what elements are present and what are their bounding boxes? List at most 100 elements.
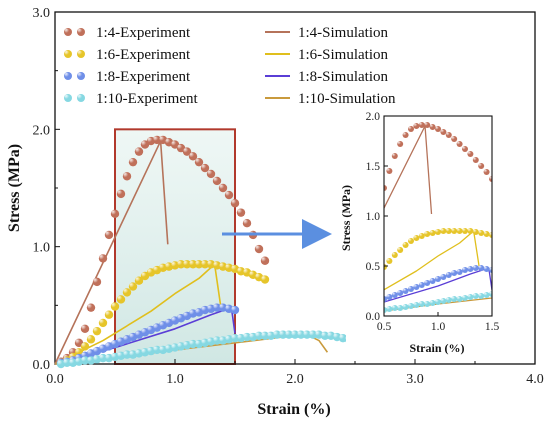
data-point-highlight: [141, 328, 147, 334]
x-tick-label: 0.0: [46, 372, 64, 387]
data-point-highlight: [511, 215, 514, 218]
data-point-highlight: [403, 132, 407, 136]
data-point-highlight: [408, 303, 412, 307]
data-point-highlight: [183, 341, 189, 347]
data-point: [505, 290, 511, 296]
data-point-highlight: [81, 356, 87, 362]
data-point-highlight: [189, 309, 195, 315]
data-point-highlight: [57, 360, 63, 366]
data-point-highlight: [147, 326, 153, 332]
data-point-highlight: [165, 319, 171, 324]
data-point-highlight: [392, 292, 396, 296]
data-point-highlight: [511, 289, 514, 292]
data-point-highlight: [105, 231, 111, 236]
data-point-highlight: [171, 141, 177, 146]
legend-marker-highlight: [77, 28, 83, 33]
data-point-highlight: [237, 334, 243, 340]
data-point-highlight: [338, 311, 341, 314]
data-point-highlight: [165, 263, 171, 268]
data-point-highlight: [462, 295, 466, 299]
data-point-highlight: [69, 348, 75, 354]
data-point-highlight: [392, 153, 396, 157]
data-point-highlight: [403, 304, 407, 308]
data-point-highlight: [225, 335, 231, 341]
data-point-highlight: [105, 342, 111, 348]
data-point-highlight: [303, 331, 309, 336]
data-point-highlight: [237, 267, 243, 273]
data-point-highlight: [484, 266, 488, 270]
data-point-highlight: [195, 260, 201, 266]
data-point-highlight: [397, 247, 401, 251]
data-point-highlight: [165, 138, 171, 144]
data-point-highlight: [484, 292, 488, 296]
data-point-highlight: [506, 237, 509, 240]
x-tick-label: 3.0: [406, 372, 424, 387]
data-point-highlight: [93, 278, 99, 283]
data-point-highlight: [285, 331, 291, 336]
data-point-highlight: [327, 332, 333, 337]
data-point-highlight: [424, 280, 428, 284]
data-point-highlight: [123, 351, 129, 356]
data-point-highlight: [478, 230, 482, 234]
x-tick-label: 2.0: [286, 372, 304, 387]
data-point-highlight: [261, 257, 267, 262]
data-point: [332, 312, 338, 318]
data-point-highlight: [123, 288, 129, 294]
data-point-highlight: [159, 264, 165, 269]
data-point-highlight: [321, 332, 327, 337]
data-point-highlight: [189, 152, 195, 158]
data-point-highlight: [527, 288, 530, 291]
legend-marker-highlight: [64, 28, 70, 33]
data-point-highlight: [201, 339, 207, 344]
data-point-highlight: [489, 267, 492, 271]
data-point-highlight: [81, 325, 87, 330]
data-point-highlight: [123, 335, 129, 341]
data-point-highlight: [225, 264, 231, 269]
data-point-highlight: [111, 210, 117, 215]
data-point: [338, 312, 344, 318]
data-point-highlight: [430, 124, 434, 128]
data-point-highlight: [413, 123, 418, 127]
data-point-highlight: [261, 332, 267, 337]
data-point-highlight: [489, 176, 492, 180]
data-point-highlight: [446, 132, 450, 136]
data-point-highlight: [462, 228, 466, 232]
data-point-highlight: [467, 266, 472, 270]
data-point-highlight: [386, 306, 391, 310]
data-point-highlight: [159, 321, 165, 327]
data-point-highlight: [413, 302, 418, 306]
data-point-highlight: [473, 265, 477, 269]
data-point: [511, 239, 517, 245]
data-point-highlight: [506, 203, 509, 206]
data-point-highlight: [467, 151, 472, 155]
data-point-highlight: [435, 126, 439, 130]
data-point-highlight: [99, 319, 105, 324]
data-point-highlight: [195, 158, 201, 164]
data-point-highlight: [213, 261, 219, 267]
data-point-highlight: [457, 228, 461, 232]
data-point-highlight: [105, 354, 111, 360]
data-point-highlight: [451, 296, 455, 300]
data-point-highlight: [87, 335, 93, 341]
data-point-highlight: [207, 260, 213, 266]
data-point-highlight: [333, 311, 336, 314]
data-point-highlight: [183, 260, 189, 266]
y-tick-label: 3.0: [33, 6, 51, 21]
data-point: [527, 288, 533, 294]
data-point-highlight: [543, 288, 546, 291]
data-point-highlight: [183, 312, 189, 317]
data-point: [516, 241, 522, 247]
data-point-highlight: [511, 239, 514, 242]
data-point-highlight: [484, 231, 488, 235]
inset-y-tick-label: 1.0: [366, 211, 381, 223]
legend-label: 1:6-Simulation: [298, 47, 389, 63]
data-point-highlight: [446, 272, 450, 276]
inset-y-tick-label: 2.0: [366, 111, 381, 123]
data-point-highlight: [267, 332, 273, 337]
inset-plot: 0.5 1.0 1.50.00.51.01.52.0: [332, 108, 546, 358]
data-point-highlight: [255, 273, 261, 279]
data-point-highlight: [297, 331, 303, 336]
data-point-highlight: [225, 305, 231, 310]
data-point-highlight: [386, 258, 391, 262]
